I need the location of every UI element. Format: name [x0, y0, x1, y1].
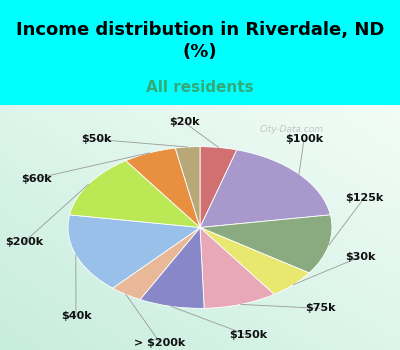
Wedge shape [70, 161, 200, 228]
Text: $100k: $100k [285, 134, 323, 144]
Text: All residents: All residents [146, 79, 254, 94]
Text: $50k: $50k [81, 134, 111, 144]
Wedge shape [140, 228, 204, 308]
Text: $200k: $200k [5, 237, 43, 247]
Text: $20k: $20k [169, 117, 199, 127]
Text: $40k: $40k [61, 311, 91, 321]
Text: > $200k: > $200k [134, 338, 186, 348]
Text: $75k: $75k [305, 303, 335, 313]
Wedge shape [200, 228, 274, 308]
Text: Income distribution in Riverdale, ND
(%): Income distribution in Riverdale, ND (%) [16, 21, 384, 61]
Text: $150k: $150k [229, 330, 267, 340]
Wedge shape [126, 148, 200, 228]
Text: $125k: $125k [345, 193, 383, 203]
Wedge shape [68, 215, 200, 288]
Text: $30k: $30k [345, 252, 375, 262]
Wedge shape [200, 215, 332, 273]
Wedge shape [200, 228, 309, 294]
Wedge shape [113, 228, 200, 300]
Wedge shape [200, 147, 237, 228]
Wedge shape [200, 150, 330, 228]
Text: $60k: $60k [21, 174, 51, 183]
Text: City-Data.com: City-Data.com [260, 125, 324, 134]
Wedge shape [175, 147, 200, 228]
